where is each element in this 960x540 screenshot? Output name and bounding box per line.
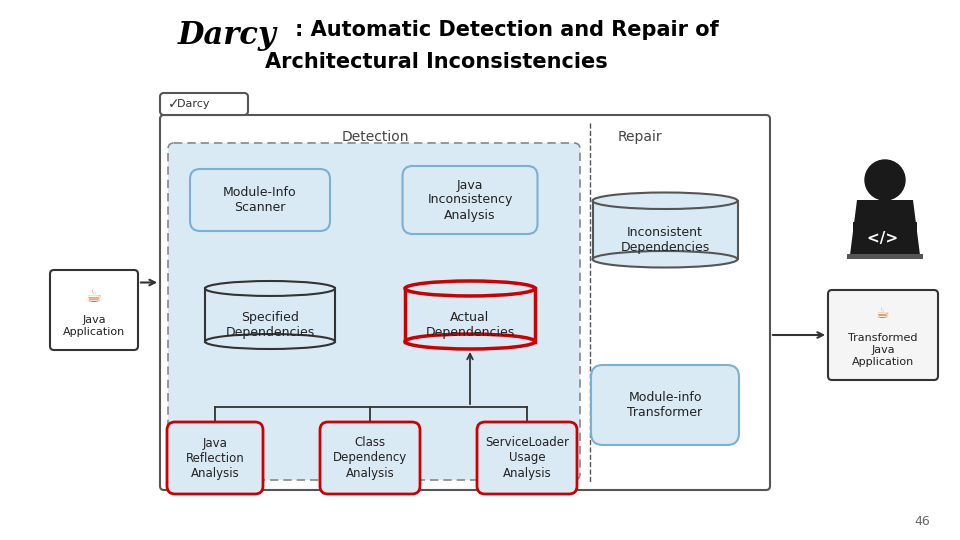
Text: : Automatic Detection and Repair of: : Automatic Detection and Repair of: [295, 20, 719, 40]
Text: </>: </>: [867, 231, 903, 246]
FancyBboxPatch shape: [190, 169, 330, 231]
FancyBboxPatch shape: [477, 422, 577, 494]
Circle shape: [865, 160, 905, 200]
Ellipse shape: [205, 281, 335, 296]
Text: Module-Info
Scanner: Module-Info Scanner: [223, 186, 297, 214]
Text: Specified
Dependencies: Specified Dependencies: [226, 311, 315, 339]
Bar: [847, 254, 923, 259]
FancyBboxPatch shape: [320, 422, 420, 494]
FancyBboxPatch shape: [591, 365, 739, 445]
Ellipse shape: [205, 334, 335, 349]
Text: ServiceLoader
Usage
Analysis: ServiceLoader Usage Analysis: [485, 436, 569, 480]
Text: ☕: ☕: [86, 288, 102, 306]
Text: Class
Dependency
Analysis: Class Dependency Analysis: [333, 436, 407, 480]
Text: Transformed
Java
Application: Transformed Java Application: [849, 333, 918, 367]
FancyBboxPatch shape: [167, 422, 263, 494]
Text: Architectural Inconsistencies: Architectural Inconsistencies: [265, 52, 608, 72]
Bar: [853, 222, 917, 254]
Polygon shape: [850, 200, 920, 255]
Ellipse shape: [592, 192, 737, 209]
Bar: [205, 288, 335, 341]
Text: ☕: ☕: [876, 306, 890, 321]
Bar: [405, 288, 535, 341]
Text: Actual
Dependencies: Actual Dependencies: [425, 311, 515, 339]
Text: Module-info
Transformer: Module-info Transformer: [628, 391, 703, 419]
FancyBboxPatch shape: [160, 93, 248, 115]
Text: Repair: Repair: [617, 130, 662, 144]
Text: Inconsistent
Dependencies: Inconsistent Dependencies: [620, 226, 709, 254]
Text: Java
Application: Java Application: [62, 315, 125, 337]
Text: ✓: ✓: [168, 97, 180, 111]
Ellipse shape: [405, 281, 535, 296]
Bar: [592, 201, 737, 259]
FancyBboxPatch shape: [168, 143, 580, 480]
Text: Darcy: Darcy: [178, 20, 276, 51]
Text: Darcy: Darcy: [170, 99, 209, 109]
Ellipse shape: [405, 334, 535, 349]
Text: Java
Inconsistency
Analysis: Java Inconsistency Analysis: [427, 179, 513, 221]
Text: 46: 46: [914, 515, 930, 528]
FancyBboxPatch shape: [402, 166, 538, 234]
FancyBboxPatch shape: [828, 290, 938, 380]
Text: Java
Reflection
Analysis: Java Reflection Analysis: [185, 436, 245, 480]
FancyBboxPatch shape: [160, 115, 770, 490]
Text: Detection: Detection: [341, 130, 409, 144]
FancyBboxPatch shape: [50, 270, 138, 350]
Ellipse shape: [592, 251, 737, 267]
